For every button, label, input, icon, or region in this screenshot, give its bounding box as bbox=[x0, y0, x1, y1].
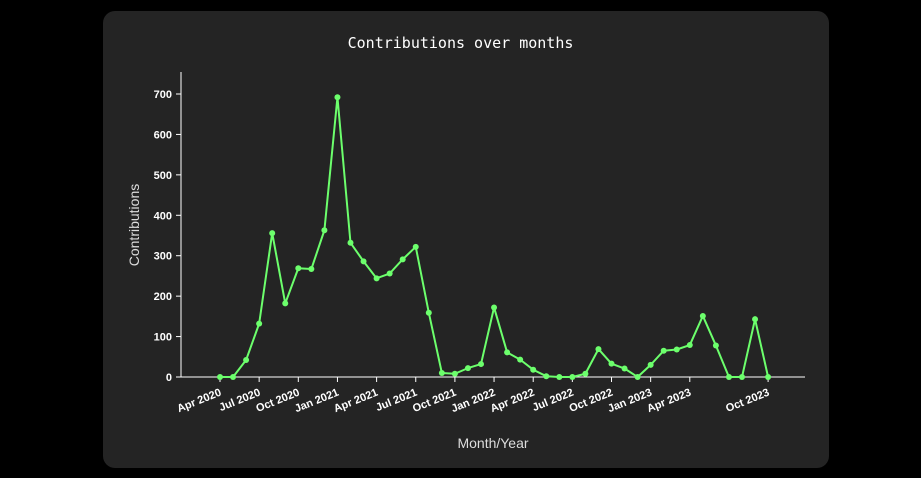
data-point bbox=[412, 243, 419, 250]
y-tick-label: 600 bbox=[154, 129, 172, 141]
data-point bbox=[530, 366, 537, 373]
y-tick-label: 700 bbox=[154, 89, 172, 101]
chart-card bbox=[103, 11, 829, 468]
x-tick-label: Apr 2022 bbox=[489, 387, 537, 416]
x-tick-label: Jan 2023 bbox=[606, 387, 654, 416]
x-tick-label: Jul 2020 bbox=[218, 387, 263, 414]
data-point bbox=[217, 374, 223, 380]
data-point bbox=[582, 370, 589, 377]
data-point bbox=[504, 349, 511, 356]
chart-title: Contributions over months bbox=[347, 34, 574, 52]
series-line bbox=[220, 96, 770, 378]
y-tick-label: 500 bbox=[154, 170, 172, 182]
data-point bbox=[256, 320, 263, 327]
data-point bbox=[608, 360, 615, 367]
x-tick-label: Jul 2022 bbox=[531, 387, 576, 414]
data-point bbox=[399, 256, 406, 263]
x-axis-title: Month/Year bbox=[457, 435, 528, 451]
data-point bbox=[673, 346, 680, 353]
data-point bbox=[491, 304, 498, 311]
data-point bbox=[699, 312, 706, 319]
data-point bbox=[230, 374, 237, 380]
y-tick-label: 200 bbox=[154, 291, 172, 303]
x-tick-label: Apr 2023 bbox=[645, 387, 693, 416]
data-point bbox=[334, 94, 341, 101]
data-point bbox=[321, 227, 328, 234]
data-point bbox=[686, 342, 693, 349]
data-point bbox=[752, 316, 759, 323]
data-point bbox=[243, 357, 250, 364]
x-tick-label: Jul 2021 bbox=[374, 387, 419, 414]
data-point bbox=[739, 374, 745, 380]
data-point bbox=[725, 374, 732, 380]
data-point bbox=[634, 374, 641, 380]
x-tick-label: Oct 2023 bbox=[724, 387, 771, 415]
data-point bbox=[347, 239, 354, 246]
data-point bbox=[386, 270, 393, 277]
data-point bbox=[765, 374, 772, 380]
data-point bbox=[308, 266, 315, 273]
data-point bbox=[360, 258, 367, 265]
series-marks bbox=[217, 94, 772, 380]
data-point bbox=[478, 361, 484, 368]
data-point bbox=[373, 275, 380, 282]
y-axis-title: Contributions bbox=[126, 184, 142, 267]
x-tick-label: Oct 2020 bbox=[254, 387, 301, 415]
data-point bbox=[464, 365, 471, 372]
y-tick-label: 0 bbox=[166, 372, 172, 384]
data-point bbox=[556, 374, 563, 380]
y-tick-label: 300 bbox=[154, 251, 172, 263]
data-point bbox=[543, 373, 550, 380]
y-tick-label: 400 bbox=[154, 210, 172, 222]
data-point bbox=[621, 365, 628, 372]
data-point bbox=[569, 374, 576, 380]
data-point bbox=[647, 361, 654, 368]
x-tick-label: Apr 2021 bbox=[332, 387, 380, 416]
x-tick-label: Jan 2021 bbox=[293, 387, 341, 416]
data-point bbox=[660, 347, 667, 354]
x-tick-label: Oct 2021 bbox=[411, 387, 458, 415]
x-tick-label: Oct 2022 bbox=[568, 387, 615, 415]
data-point bbox=[595, 346, 602, 353]
data-point bbox=[517, 356, 524, 363]
x-tick-label: Apr 2020 bbox=[176, 387, 224, 416]
x-tick-label: Jan 2022 bbox=[450, 387, 498, 416]
data-point bbox=[282, 300, 289, 307]
data-point bbox=[425, 309, 432, 316]
data-point bbox=[451, 370, 458, 377]
data-point bbox=[295, 265, 302, 272]
data-point bbox=[438, 369, 445, 376]
data-point bbox=[269, 230, 276, 237]
data-point bbox=[712, 342, 719, 349]
y-tick-label: 100 bbox=[154, 332, 172, 344]
